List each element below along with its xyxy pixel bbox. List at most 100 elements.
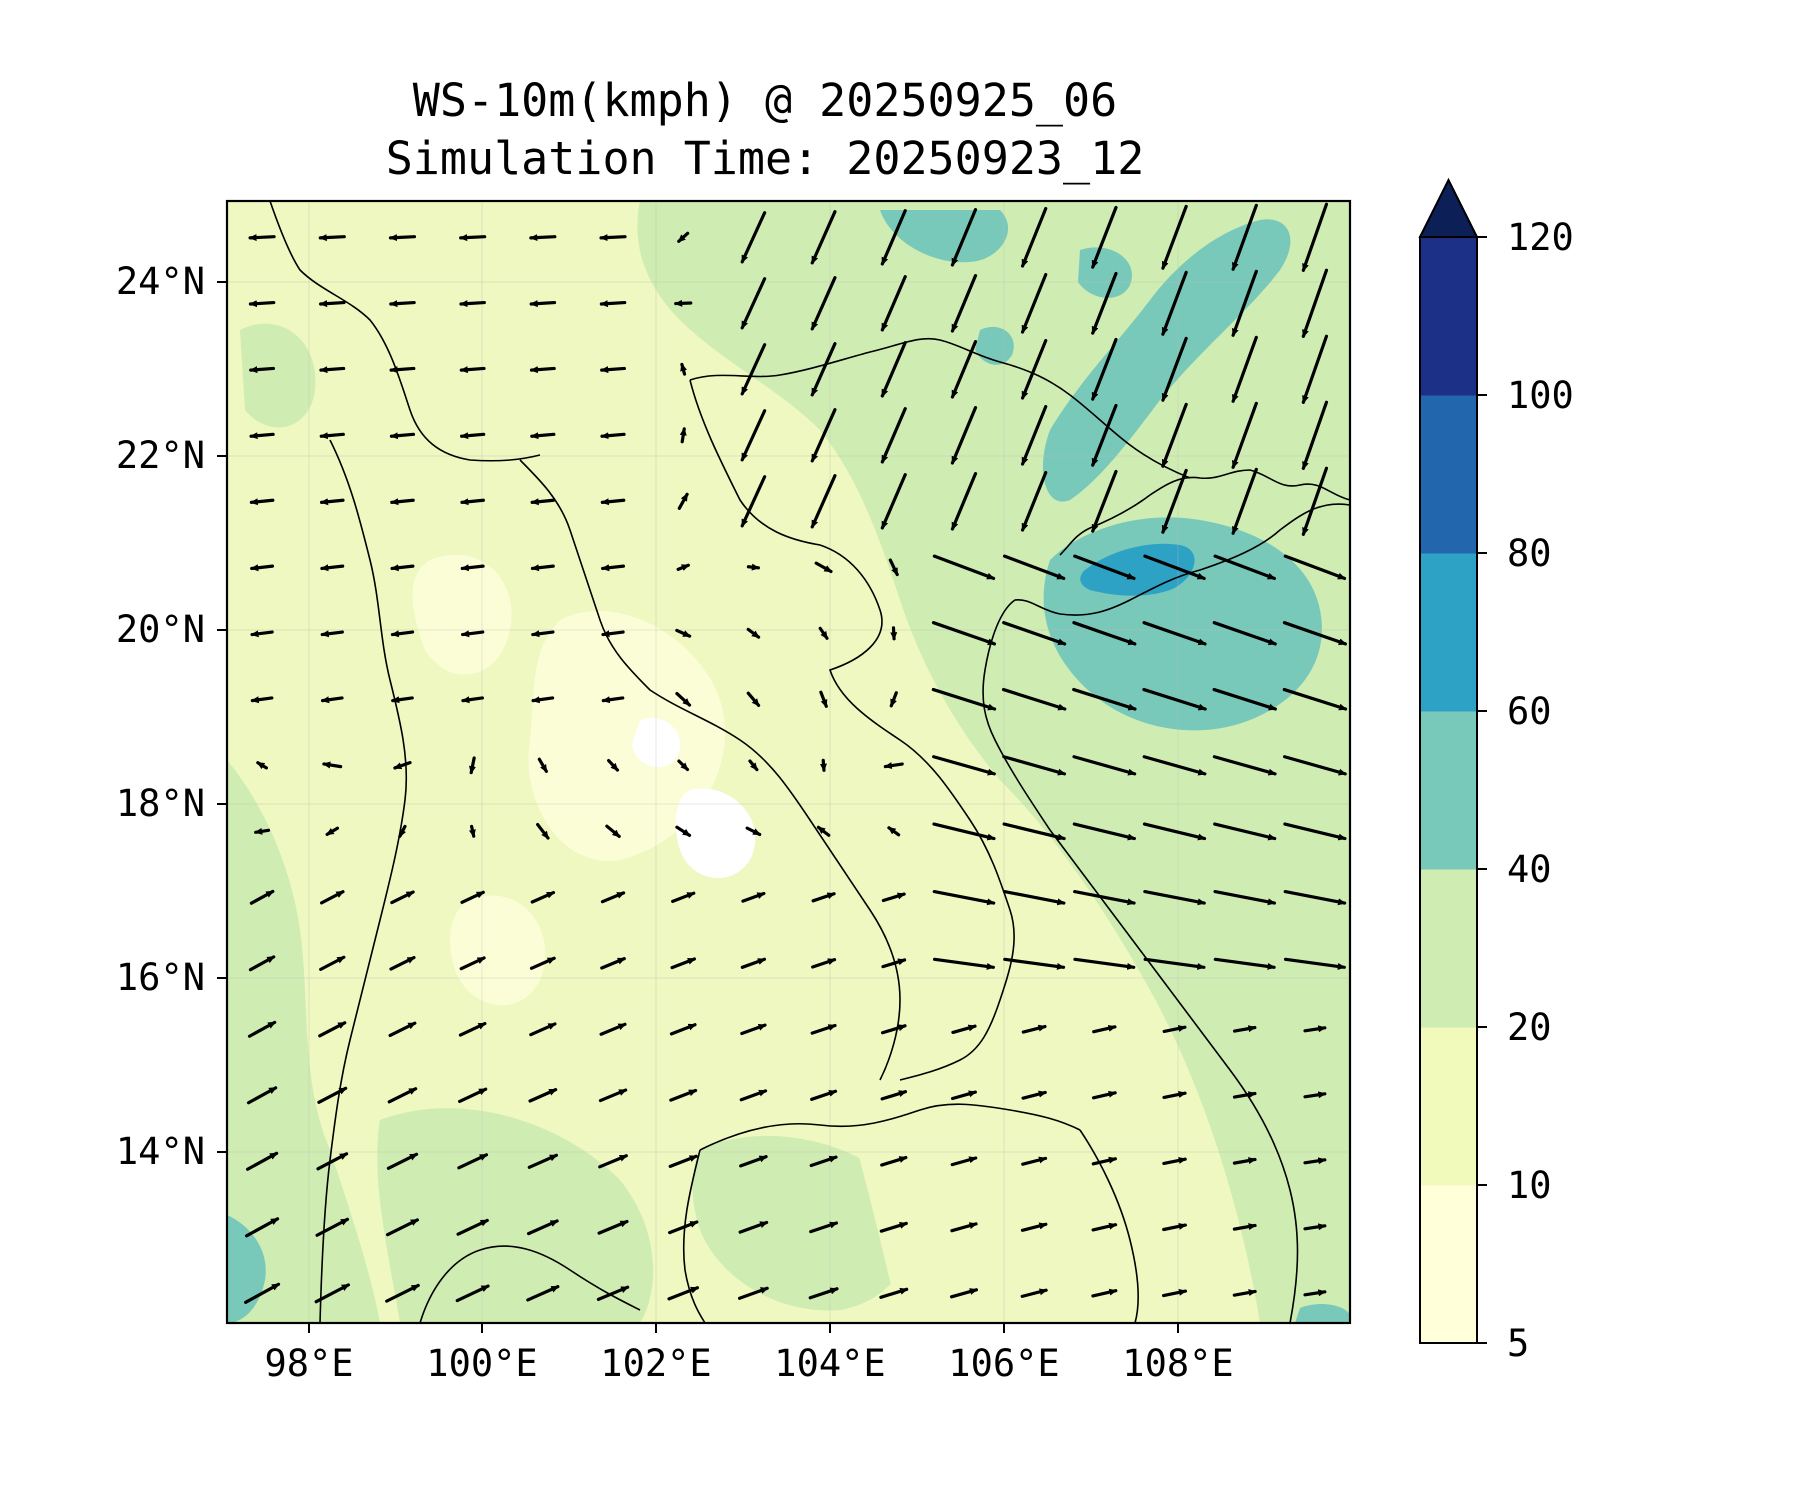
wind-vector — [1301, 268, 1329, 338]
colorbar-band — [1420, 237, 1477, 396]
wind-vector — [677, 231, 690, 243]
wind-vector — [880, 1155, 908, 1167]
x-tick-label: 108°E — [1122, 1342, 1233, 1385]
y-tick-label: 16°N — [116, 956, 205, 999]
wind-vector — [530, 890, 556, 904]
y-axis — [217, 281, 227, 1153]
wind-vector — [319, 498, 345, 506]
border-cambodia-east — [1079, 1129, 1140, 1323]
wind-vector — [529, 366, 556, 374]
wind-vector — [1161, 204, 1188, 270]
wind-vector — [1072, 755, 1137, 776]
wind-vector — [880, 341, 907, 398]
wind-vector — [677, 759, 690, 772]
wind-vector — [388, 234, 417, 242]
wind-vector — [318, 1021, 347, 1038]
wind-vector — [1142, 621, 1207, 646]
wind-vector — [931, 687, 997, 711]
wind-vector — [322, 761, 343, 769]
wind-vector — [1283, 889, 1347, 906]
wind-vector — [740, 409, 767, 462]
wind-vector — [600, 957, 626, 970]
colorbar-tick-label: 5 — [1507, 1322, 1529, 1365]
wind-vector — [1282, 687, 1348, 711]
wind-vector — [1142, 687, 1207, 711]
wind-vector — [1091, 1090, 1117, 1100]
colorbar-tick-label: 40 — [1507, 848, 1552, 891]
colorbar-band — [1420, 395, 1477, 554]
wind-vector — [248, 234, 276, 242]
wind-vector — [528, 1088, 558, 1103]
wind-vector — [599, 1022, 627, 1036]
wind-vector — [458, 1021, 487, 1037]
wind-vector — [1020, 404, 1048, 466]
wind-vector — [536, 822, 550, 840]
wind-vector — [1020, 1222, 1048, 1232]
wind-vector — [596, 1285, 630, 1301]
wind-vector — [1283, 554, 1347, 581]
contour-white-core — [675, 788, 756, 879]
wind-vector — [1162, 1156, 1187, 1166]
border-myanmar-thailand — [319, 439, 408, 1323]
grid-lines — [227, 201, 1350, 1323]
wind-vector — [810, 408, 837, 463]
wind-vector — [1303, 1025, 1327, 1033]
wind-vector — [746, 691, 761, 707]
wind-vector — [390, 498, 415, 506]
wind-vector — [600, 366, 626, 374]
wind-vector — [388, 1021, 417, 1038]
wind-vector — [1002, 755, 1067, 776]
wind-vector — [1161, 270, 1188, 336]
wind-vector — [889, 691, 898, 708]
wind-vector — [531, 696, 555, 704]
wind-vector — [537, 757, 548, 773]
wind-vector — [738, 1286, 769, 1300]
wind-vector — [318, 234, 346, 242]
wind-vectors — [244, 202, 1348, 1304]
wind-vector — [599, 234, 627, 242]
wind-vector — [1282, 621, 1347, 646]
wind-vector — [460, 890, 485, 904]
wind-vector — [1303, 1157, 1327, 1165]
wind-vector — [458, 1087, 488, 1104]
wind-vector — [245, 1217, 280, 1238]
wind-vector — [880, 209, 907, 266]
y-axis-labels: 24°N 22°N 20°N 18°N 16°N 14°N — [116, 260, 205, 1173]
wind-vector — [1213, 889, 1277, 906]
contour-5-10-thai — [450, 895, 546, 1006]
wind-vector — [950, 1090, 977, 1101]
wind-vector — [247, 1020, 277, 1038]
contour-20-40-south-band — [377, 1108, 654, 1323]
wind-vector — [599, 300, 627, 308]
wind-vector — [530, 432, 556, 440]
y-tick-label: 22°N — [116, 434, 205, 477]
y-tick-label: 20°N — [116, 608, 205, 651]
wind-vector — [320, 564, 345, 572]
wind-vector — [529, 956, 556, 970]
wind-vector — [1020, 272, 1048, 334]
map-subtitle: Simulation Time: 20250923_12 — [386, 132, 1145, 185]
wind-vector — [932, 554, 996, 581]
wind-vector — [1213, 822, 1277, 841]
wind-vector — [248, 300, 276, 308]
wind-vector — [1001, 687, 1067, 711]
wind-vector — [529, 234, 557, 242]
wind-vector — [527, 1153, 558, 1169]
wind-vector — [809, 1221, 839, 1234]
wind-vector — [1232, 1223, 1257, 1231]
wind-vector — [1231, 269, 1258, 337]
wind-vector — [597, 1219, 629, 1235]
wind-vector — [810, 474, 837, 529]
wind-vector — [389, 955, 416, 971]
wind-vector — [819, 690, 828, 708]
wind-vector — [1161, 468, 1188, 534]
wind-vector — [740, 211, 767, 264]
wind-vector — [256, 761, 268, 770]
coastline-china-south — [1059, 469, 1350, 556]
wind-vector — [1161, 336, 1188, 402]
wind-vector — [1283, 957, 1346, 970]
wind-vector — [319, 432, 345, 440]
wind-vector — [526, 1285, 560, 1302]
wind-vector — [880, 473, 907, 530]
wind-vector — [1213, 957, 1276, 970]
